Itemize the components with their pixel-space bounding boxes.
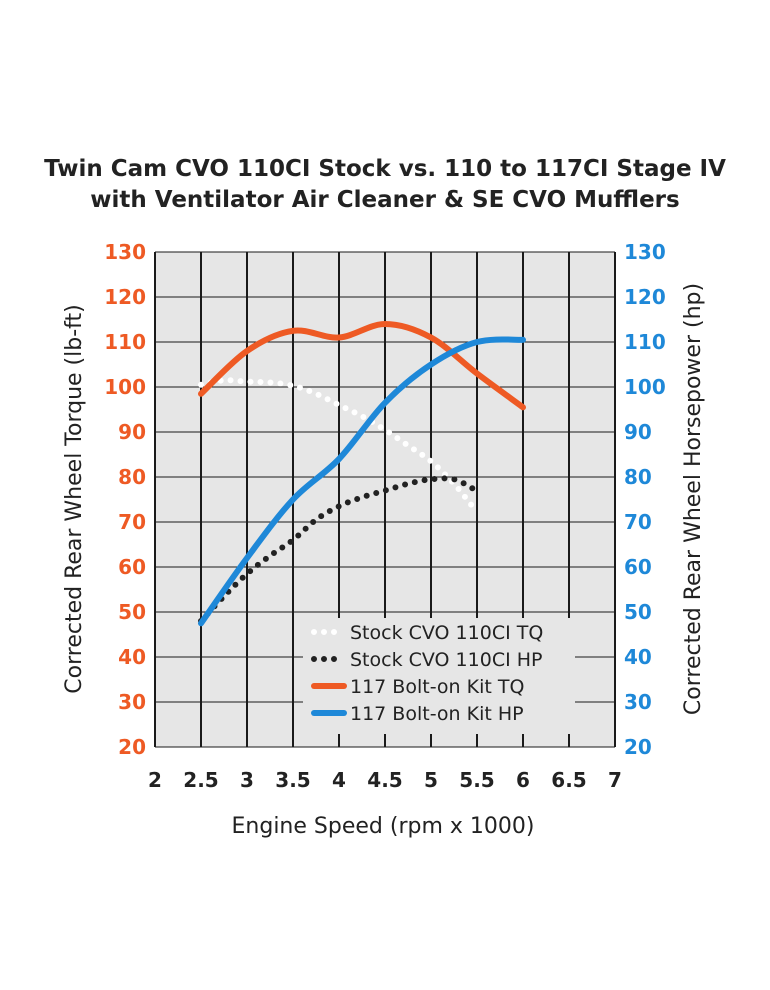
x-axis-tick-label: 5 xyxy=(424,768,438,792)
x-axis-label: Engine Speed (rpm x 1000) xyxy=(232,814,535,839)
right-axis-tick-label: 130 xyxy=(624,240,666,264)
left-axis-tick-label: 30 xyxy=(118,690,146,714)
x-axis-tick-label: 3 xyxy=(240,768,254,792)
series-line-3 xyxy=(198,321,526,411)
x-axis-tick-label: 4 xyxy=(332,768,346,792)
left-axis-tick-label: 50 xyxy=(118,600,146,624)
right-axis-tick-label: 90 xyxy=(624,420,652,444)
x-axis-tick-label: 2.5 xyxy=(183,768,218,792)
series-layer xyxy=(198,321,526,627)
series-line-1 xyxy=(198,377,476,510)
legend-label-4: 117 Bolt-on Kit HP xyxy=(350,703,524,725)
x-axis-tick-label: 2 xyxy=(148,768,162,792)
left-axis-tick-label: 110 xyxy=(104,330,146,354)
right-axis-tick-label: 50 xyxy=(624,600,652,624)
left-axis-tick-label: 120 xyxy=(104,285,146,309)
left-axis-tick-label: 60 xyxy=(118,555,146,579)
right-axis-tick-label: 30 xyxy=(624,690,652,714)
legend-box xyxy=(303,618,575,734)
chart-title-line-2: with Ventilator Air Cleaner & SE CVO Muf… xyxy=(90,187,680,213)
chart-title: Twin Cam CVO 110CI Stock vs. 110 to 117C… xyxy=(0,154,770,216)
legend: Stock CVO 110CI TQ Stock CVO 110CI HP 117 … xyxy=(303,618,575,734)
left-axis-tick-label: 80 xyxy=(118,465,146,489)
x-axis-ticks: 2 2.5 3 3.5 4 4.5 5 5.5 6 6.5 7 xyxy=(148,768,622,792)
x-axis-tick-label: 4.5 xyxy=(367,768,402,792)
x-axis-tick-label: 5.5 xyxy=(459,768,494,792)
series-line-4 xyxy=(198,336,526,627)
right-axis-tick-label: 80 xyxy=(624,465,652,489)
right-axis-tick-label: 110 xyxy=(624,330,666,354)
series-line-2 xyxy=(198,475,476,624)
chart-title-line-1: Twin Cam CVO 110CI Stock vs. 110 to 117C… xyxy=(44,156,726,182)
left-axis-tick-label: 130 xyxy=(104,240,146,264)
legend-label-3: 117 Bolt-on Kit TQ xyxy=(350,676,524,698)
left-axis-ticks: 20 30 40 50 60 70 80 90 100 110 120 130 xyxy=(104,240,146,759)
left-axis-tick-label: 90 xyxy=(118,420,146,444)
y-axis-label-left: Corrected Rear Wheel Torque (lb-ft) xyxy=(62,304,87,693)
legend-label-1: Stock CVO 110CI TQ xyxy=(350,622,543,644)
x-axis-tick-label: 6 xyxy=(516,768,530,792)
left-axis-tick-label: 40 xyxy=(118,645,146,669)
right-axis-tick-label: 60 xyxy=(624,555,652,579)
x-axis-tick-label: 6.5 xyxy=(551,768,586,792)
y-axis-label-right: Corrected Rear Wheel Horsepower (hp) xyxy=(681,283,706,715)
right-axis-ticks: 20 30 40 50 60 70 80 90 100 110 120 130 xyxy=(624,240,666,759)
x-axis-tick-label: 7 xyxy=(608,768,622,792)
left-axis-tick-label: 100 xyxy=(104,375,146,399)
right-axis-tick-label: 40 xyxy=(624,645,652,669)
right-axis-tick-label: 100 xyxy=(624,375,666,399)
right-axis-tick-label: 120 xyxy=(624,285,666,309)
right-axis-tick-label: 20 xyxy=(624,735,652,759)
legend-label-2: Stock CVO 110CI HP xyxy=(350,649,542,671)
right-axis-tick-label: 70 xyxy=(624,510,652,534)
left-axis-tick-label: 20 xyxy=(118,735,146,759)
x-axis-tick-label: 3.5 xyxy=(275,768,310,792)
left-axis-tick-label: 70 xyxy=(118,510,146,534)
